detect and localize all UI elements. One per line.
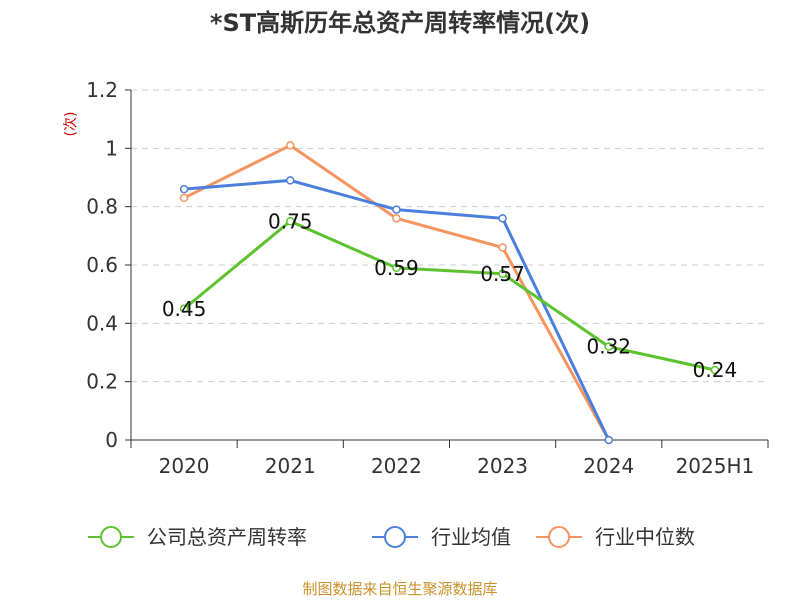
y-tick-label: 0.2 (86, 370, 118, 394)
series-line-0 (183, 219, 716, 372)
data-point (179, 184, 189, 194)
y-axis-unit: (次) (63, 112, 79, 137)
data-point (286, 141, 295, 150)
data-point (392, 205, 401, 214)
chart-title: *ST高斯历年总资产周转率情况(次) (210, 9, 590, 37)
legend: 公司总资产周转率 行业均值 行业中位数 (88, 525, 695, 549)
y-tick-label: 1.2 (86, 78, 118, 102)
series-lines (179, 141, 720, 445)
x-tick-label: 2024 (583, 454, 634, 478)
data-label: 0.59 (374, 256, 419, 280)
data-label: 0.32 (586, 335, 631, 359)
legend-swatch-marker (100, 526, 122, 548)
y-tick-label: 0.8 (86, 195, 118, 219)
x-tick-label: 2022 (371, 454, 422, 478)
data-label: 0.24 (693, 358, 738, 382)
legend-label: 行业中位数 (595, 525, 695, 549)
data-label: 0.57 (480, 262, 525, 286)
data-point (710, 365, 720, 375)
axis-tick-labels: 0 0.2 0.4 0.6 0.8 1 1.2 2020 2021 2022 2023 2024 202… (86, 78, 754, 478)
source-note: 制图数据来自恒生聚源数据库 (302, 580, 497, 598)
y-tick-label: 0 (105, 428, 118, 452)
legend-label: 公司总资产周转率 (147, 525, 307, 549)
data-point (392, 214, 401, 223)
data-point (286, 217, 295, 226)
series-line-2 (183, 143, 611, 441)
data-point (498, 243, 507, 252)
y-tick-label: 0.4 (86, 311, 118, 335)
grid-lines (131, 89, 768, 383)
x-tick-label: 2025H1 (676, 454, 755, 478)
data-point (286, 176, 295, 185)
data-point (179, 304, 189, 313)
x-tick-label: 2021 (265, 454, 316, 478)
data-point (604, 435, 613, 445)
data-point (179, 193, 189, 203)
axes (125, 89, 769, 448)
y-tick-label: 1 (105, 136, 118, 160)
x-tick-label: 2023 (477, 454, 528, 478)
legend-label: 行业均值 (431, 525, 511, 549)
data-label: 0.75 (268, 209, 313, 233)
data-point (604, 342, 613, 351)
legend-swatch-marker (384, 526, 406, 548)
data-point (498, 269, 507, 278)
data-labels: 0.45 0.75 0.59 0.57 0.32 0.24 (162, 209, 737, 382)
data-point (392, 263, 401, 273)
y-tick-label: 0.6 (86, 253, 118, 277)
legend-swatch-marker (548, 526, 570, 548)
data-point (498, 214, 507, 223)
data-label: 0.45 (162, 297, 207, 321)
x-tick-label: 2020 (159, 454, 210, 478)
